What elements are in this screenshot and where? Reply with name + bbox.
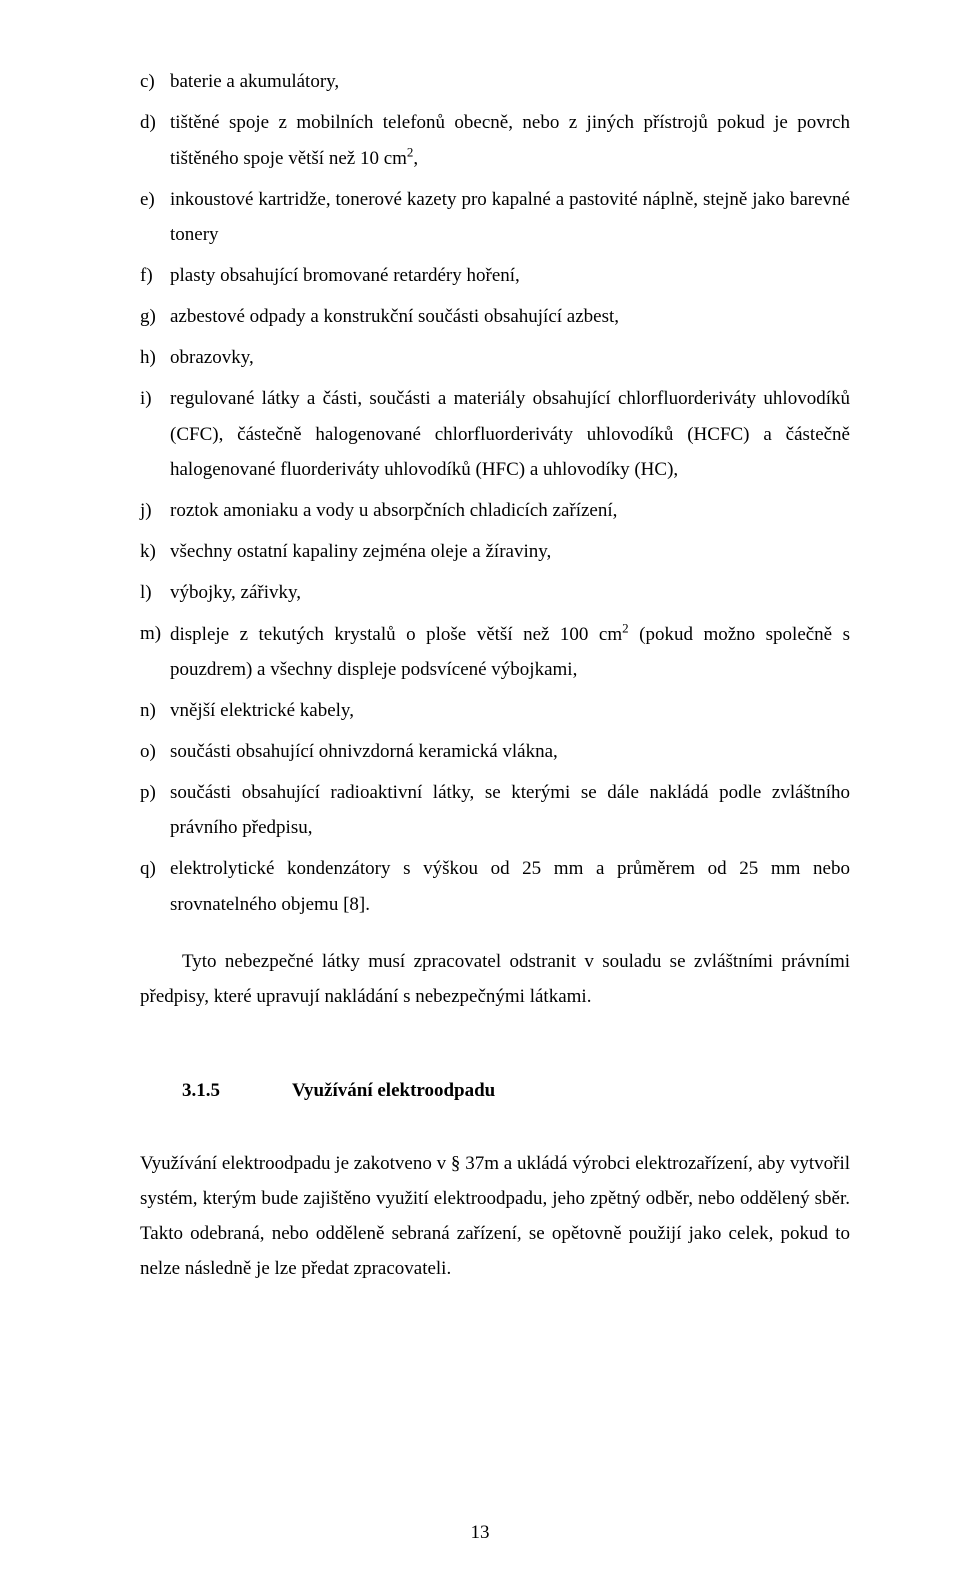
list-item-text: displeje z tekutých krystalů o ploše vět… — [170, 624, 850, 680]
lettered-list: c) baterie a akumulátory, d) tištěné spoje … — [140, 64, 850, 922]
list-marker: j) — [140, 493, 152, 528]
list-marker: f) — [140, 258, 153, 293]
list-marker: c) — [140, 64, 155, 99]
list-item: j) roztok amoniaku a vody u absorpčních c… — [140, 493, 850, 528]
list-item-text: regulované látky a části, součásti a mat… — [170, 388, 850, 479]
list-marker: l) — [140, 575, 152, 610]
superscript: 2 — [407, 144, 414, 159]
list-marker: p) — [140, 775, 156, 810]
list-item-text: tištěné spoje z mobilních telefonů obecn… — [170, 112, 850, 168]
list-item: m) displeje z tekutých krystalů o ploše v… — [140, 616, 850, 687]
list-marker: h) — [140, 340, 156, 375]
section-heading: 3.1.5 Využívání elektroodpadu — [140, 1080, 850, 1102]
list-item-text: baterie a akumulátory, — [170, 71, 339, 92]
section-title: Využívání elektroodpadu — [292, 1080, 495, 1101]
list-marker: g) — [140, 299, 156, 334]
list-marker: d) — [140, 105, 156, 140]
paragraph-usage: Využívání elektroodpadu je zakotveno v §… — [140, 1146, 850, 1287]
list-item-text: roztok amoniaku a vody u absorpčních chl… — [170, 500, 617, 521]
list-marker: e) — [140, 182, 155, 217]
page-content: c) baterie a akumulátory, d) tištěné spoje … — [140, 64, 850, 1287]
list-marker: o) — [140, 734, 156, 769]
list-item-text: všechny ostatní kapaliny zejména oleje a… — [170, 541, 551, 562]
list-item: n) vnější elektrické kabely, — [140, 693, 850, 728]
list-item: l) výbojky, zářivky, — [140, 575, 850, 610]
list-item: g) azbestové odpady a konstrukční součást… — [140, 299, 850, 334]
list-item: p) součásti obsahující radioaktivní látky… — [140, 775, 850, 845]
list-item: h) obrazovky, — [140, 340, 850, 375]
list-item-text: plasty obsahující bromované retardéry ho… — [170, 265, 520, 286]
superscript: 2 — [622, 620, 629, 635]
list-item: e) inkoustové kartridže, tonerové kazety … — [140, 182, 850, 252]
list-marker: q) — [140, 851, 156, 886]
list-item: o) součásti obsahující ohnivzdorná kerami… — [140, 734, 850, 769]
list-item-text: součásti obsahující ohnivzdorná keramick… — [170, 741, 558, 762]
list-item-text: vnější elektrické kabely, — [170, 700, 354, 721]
list-item: d) tištěné spoje z mobilních telefonů obe… — [140, 105, 850, 176]
list-marker: m) — [140, 616, 161, 651]
list-item-text: součásti obsahující radioaktivní látky, … — [170, 782, 850, 838]
list-item-text: elektrolytické kondenzátory s výškou od … — [170, 858, 850, 914]
section-number: 3.1.5 — [182, 1080, 220, 1102]
list-item: k) všechny ostatní kapaliny zejména oleje… — [140, 534, 850, 569]
list-item-text: obrazovky, — [170, 347, 254, 368]
list-item: c) baterie a akumulátory, — [140, 64, 850, 99]
page-number: 13 — [0, 1522, 960, 1544]
list-marker: k) — [140, 534, 156, 569]
list-item-text: inkoustové kartridže, tonerové kazety pr… — [170, 189, 850, 245]
list-marker: i) — [140, 381, 152, 416]
list-item-text: azbestové odpady a konstrukční součásti … — [170, 306, 619, 327]
list-item: f) plasty obsahující bromované retardéry … — [140, 258, 850, 293]
paragraph-dangerous-substances: Tyto nebezpečné látky musí zpracovatel o… — [140, 944, 850, 1014]
list-item: i) regulované látky a části, součásti a m… — [140, 381, 850, 486]
list-item: q) elektrolytické kondenzátory s výškou o… — [140, 851, 850, 921]
list-item-text: výbojky, zářivky, — [170, 582, 301, 603]
list-marker: n) — [140, 693, 156, 728]
